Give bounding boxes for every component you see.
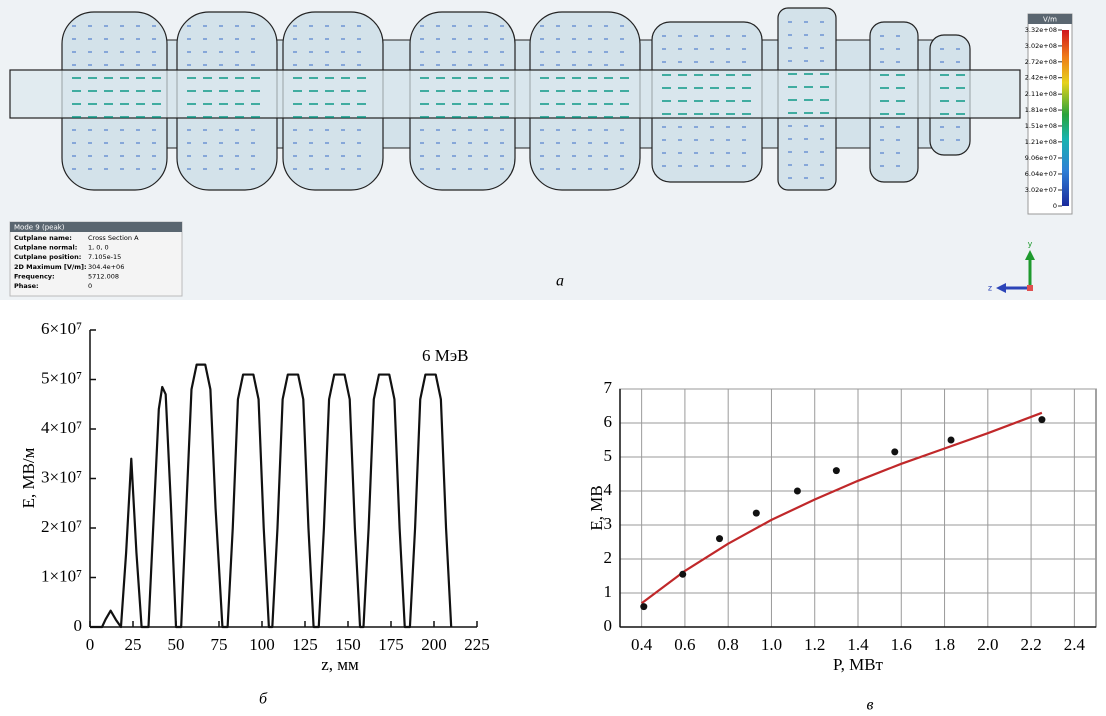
x-tick-label: 1.2 — [804, 635, 825, 654]
axis-y-label: y — [1028, 240, 1033, 249]
data-point — [948, 437, 955, 444]
y-tick-label: 5 — [604, 446, 613, 465]
data-point — [753, 510, 760, 517]
info-text: Cutplane position: — [14, 253, 81, 261]
y-axis-label: E, МВ/м — [19, 447, 38, 508]
colorbar-label: 1.21e+08 — [1025, 138, 1057, 146]
colorbar-label: 1.51e+08 — [1025, 122, 1057, 130]
data-point — [794, 488, 801, 495]
y-tick-label: 1×10⁷ — [41, 566, 82, 585]
colorbar-label: 1.81e+08 — [1025, 106, 1057, 114]
info-text: Frequency: — [14, 272, 55, 280]
x-tick-label: 75 — [211, 635, 228, 654]
axis-origin — [1027, 285, 1033, 291]
info-text: Phase: — [14, 282, 39, 290]
y-tick-label: 6 — [604, 412, 613, 431]
x-tick-label: 150 — [335, 635, 361, 654]
y-tick-label: 1 — [604, 582, 613, 601]
y-tick-label: 0 — [604, 616, 613, 635]
data-point — [1038, 416, 1045, 423]
y-tick-label: 2×10⁷ — [41, 517, 82, 536]
y-tick-label: 7 — [604, 378, 613, 397]
y-tick-label: 3×10⁷ — [41, 467, 82, 486]
x-axis-label: z, мм — [321, 655, 359, 674]
info-text: Cutplane normal: — [14, 244, 77, 252]
x-tick-label: 1.8 — [934, 635, 955, 654]
beam-pipe — [10, 70, 1020, 118]
info-text: 1, 0, 0 — [88, 244, 109, 252]
x-tick-label: 0.6 — [674, 635, 695, 654]
x-axis-label: P, МВт — [833, 655, 884, 674]
data-point — [679, 571, 686, 578]
x-tick-label: 2.0 — [977, 635, 998, 654]
colorbar-gradient — [1062, 30, 1069, 206]
x-tick-label: 1.6 — [891, 635, 912, 654]
info-text: 304.4e+06 — [88, 263, 124, 271]
x-tick-label: 1.4 — [847, 635, 869, 654]
x-tick-label: 2.4 — [1064, 635, 1086, 654]
x-tick-label: 225 — [464, 635, 490, 654]
colorbar-label: 3.32e+08 — [1025, 26, 1057, 34]
colorbar-label: 2.11e+08 — [1025, 90, 1057, 98]
colorbar-label: 9.06e+07 — [1025, 154, 1057, 162]
info-text: Cross Section A — [88, 234, 139, 242]
data-point — [891, 448, 898, 455]
colorbar-unit: V/m — [1043, 16, 1057, 24]
data-point — [640, 603, 647, 610]
info-text: 0 — [88, 282, 92, 290]
annotation: 6 МэВ — [422, 346, 469, 365]
y-tick-label: 4×10⁷ — [41, 418, 82, 437]
info-text: 5712.008 — [88, 272, 119, 280]
x-tick-label: 25 — [125, 635, 142, 654]
colorbar-label: 3.02e+07 — [1025, 186, 1057, 194]
axis-z-label: z — [988, 284, 992, 293]
y-tick-label: 4 — [604, 480, 613, 499]
x-tick-label: 200 — [421, 635, 447, 654]
x-tick-label: 0.4 — [631, 635, 653, 654]
x-tick-label: 125 — [292, 635, 318, 654]
data-point — [833, 467, 840, 474]
y-tick-label: 6×10⁷ — [41, 319, 82, 338]
data-line — [90, 365, 451, 627]
caption: в — [867, 697, 874, 714]
colorbar-label: 3.02e+08 — [1025, 42, 1057, 50]
caption: а — [556, 273, 564, 290]
info-title: Mode 9 (peak) — [14, 224, 65, 232]
y-tick-label: 3 — [604, 514, 613, 533]
colorbar-label: 6.04e+07 — [1025, 170, 1057, 178]
x-tick-label: 50 — [168, 635, 185, 654]
figure: V/m Mode 9 (peak) а y z 6 МэВ z, мм E, М… — [0, 0, 1106, 716]
info-text: 2D Maximum [V/m]: — [14, 263, 87, 271]
caption: б — [259, 691, 268, 708]
x-tick-label: 0.8 — [718, 635, 739, 654]
info-text: Cutplane name: — [14, 234, 72, 242]
data-line — [642, 413, 1042, 603]
x-tick-label: 175 — [378, 635, 404, 654]
colorbar-label: 2.72e+08 — [1025, 58, 1057, 66]
colorbar-label: 2.42e+08 — [1025, 74, 1057, 82]
y-tick-label: 2 — [604, 548, 613, 567]
data-point — [716, 535, 723, 542]
info-text: 7.105e-15 — [88, 253, 121, 261]
x-tick-label: 2.2 — [1020, 635, 1041, 654]
x-tick-label: 100 — [249, 635, 275, 654]
y-tick-label: 5×10⁷ — [41, 368, 82, 387]
x-tick-label: 0 — [86, 635, 95, 654]
colorbar-label: 0 — [1053, 202, 1057, 210]
x-tick-label: 1.0 — [761, 635, 782, 654]
y-tick-label: 0 — [74, 616, 83, 635]
